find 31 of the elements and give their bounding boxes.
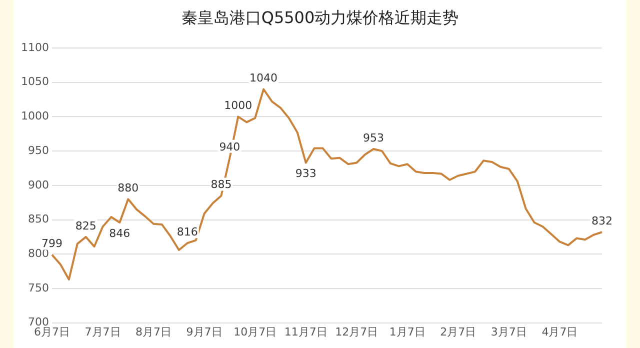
- data-label: 940: [219, 140, 240, 154]
- data-label: 885: [210, 178, 232, 192]
- data-label: 1040: [250, 72, 278, 85]
- data-label: 880: [118, 182, 139, 194]
- x-tick-label: 1月7日: [389, 325, 426, 338]
- x-tick-label: 10月7日: [234, 325, 277, 338]
- y-tick-label: 900: [28, 178, 49, 192]
- chart-title: 秦皇岛港口Q5500动力煤价格近期走势: [180, 8, 460, 29]
- data-label: 825: [75, 219, 96, 232]
- data-label: 1000: [224, 99, 252, 112]
- x-tick-label: 9月7日: [186, 325, 222, 338]
- data-label: 832: [592, 214, 612, 228]
- y-tick-label: 1100: [20, 40, 49, 54]
- y-tick-label: 1000: [20, 110, 49, 123]
- x-tick-label: 7月7日: [84, 325, 121, 338]
- x-tick-label: 6月7日: [34, 325, 70, 338]
- data-label: 933: [295, 167, 316, 180]
- x-tick-label: 4月7日: [542, 325, 578, 338]
- x-tick-label: 3月7日: [490, 325, 527, 338]
- data-label: 799: [41, 237, 62, 250]
- y-tick-label: 850: [28, 212, 49, 226]
- y-tick-label: 950: [28, 144, 49, 157]
- x-tick-label: 12月7日: [335, 325, 378, 338]
- y-tick-label: 750: [28, 281, 49, 294]
- x-tick-label: 8月7日: [136, 325, 172, 338]
- data-label: 953: [363, 131, 384, 144]
- data-label: 816: [176, 225, 198, 238]
- x-tick-label: 11月7日: [284, 325, 328, 338]
- y-tick-label: 1050: [20, 75, 49, 88]
- x-tick-label: 2月7日: [440, 325, 476, 338]
- data-label: 846: [109, 226, 130, 240]
